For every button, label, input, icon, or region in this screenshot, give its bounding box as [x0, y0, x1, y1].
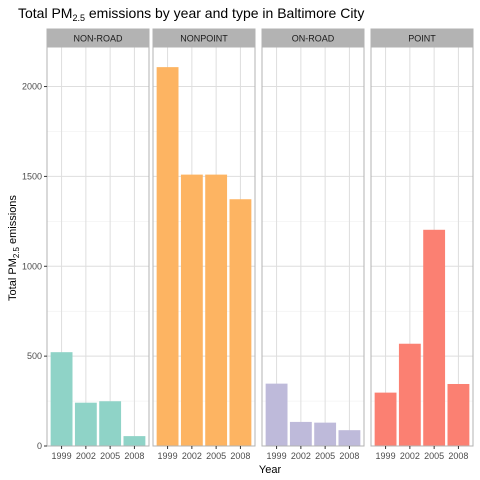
- bar-point-2005: [423, 229, 446, 446]
- y-axis-title-subscript: 2.5: [12, 246, 21, 258]
- x-tick-label: 2002: [400, 451, 420, 461]
- x-tick-label: 1999: [158, 451, 178, 461]
- facet-strip-label: POINT: [408, 34, 436, 44]
- x-tick-label: 2005: [100, 451, 120, 461]
- facet-panel-point: POINT 1999 2002 2005 2008: [370, 28, 474, 461]
- facet-strip-label: ON-ROAD: [292, 34, 335, 44]
- x-tick-label: 2005: [206, 451, 226, 461]
- bar-non-road-2008: [123, 436, 146, 446]
- bar-non-road-1999: [50, 352, 73, 446]
- chart-title-prefix: Total PM: [18, 5, 72, 21]
- x-tick-label: 2008: [448, 451, 468, 461]
- facet-strip-label: NONPOINT: [180, 34, 228, 44]
- facet-panels: NON-ROAD 1999 2002 2005 2008 NONPOINT 1999 2002…: [46, 28, 474, 461]
- bar-on-road-2002: [289, 421, 312, 446]
- bar-on-road-2008: [338, 430, 361, 446]
- bar-nonpoint-1999: [156, 67, 179, 446]
- panel-background: [371, 47, 473, 446]
- y-axis: 0 500 1000 1500 2000: [22, 82, 47, 451]
- y-tick-label: 2000: [22, 82, 42, 92]
- facet-panel-non-road: NON-ROAD 1999 2002 2005 2008: [46, 28, 150, 461]
- x-tick-label: 2002: [76, 451, 96, 461]
- chart-title: Total PM2.5 emissions by year and type i…: [18, 5, 364, 23]
- chart-title-suffix: emissions by year and type in Baltimore …: [85, 5, 364, 21]
- bar-point-2002: [398, 343, 421, 446]
- x-tick-label: 2008: [339, 451, 359, 461]
- chart-title-subscript: 2.5: [72, 13, 85, 23]
- bar-nonpoint-2008: [229, 199, 252, 446]
- y-tick-label: 1500: [22, 171, 42, 181]
- bar-nonpoint-2002: [180, 174, 203, 447]
- facet-strip: [261, 28, 365, 48]
- x-tick-label: 2008: [230, 451, 250, 461]
- bar-non-road-2002: [74, 402, 97, 446]
- x-tick-label: 2002: [182, 451, 202, 461]
- facet-panel-on-road: ON-ROAD 1999 2002 2005 2008: [261, 28, 365, 461]
- facet-strip: [152, 28, 256, 48]
- x-tick-label: 1999: [376, 451, 396, 461]
- x-tick-label: 2002: [291, 451, 311, 461]
- y-axis-title: Total PM2.5 emissions: [7, 195, 21, 301]
- x-axis-title: Year: [259, 464, 282, 476]
- bar-point-2008: [447, 383, 470, 446]
- y-axis-title-prefix: Total PM: [7, 258, 19, 301]
- facet-panel-nonpoint: NONPOINT 1999 2002 2005 2008: [152, 28, 256, 461]
- y-tick-label: 1000: [22, 261, 42, 271]
- x-tick-label: 2005: [424, 451, 444, 461]
- bar-on-road-1999: [265, 383, 288, 446]
- x-tick-label: 1999: [267, 451, 287, 461]
- panel-background: [262, 47, 364, 446]
- facet-strip: [370, 28, 474, 48]
- x-tick-label: 2005: [315, 451, 335, 461]
- y-axis-title-suffix: emissions: [7, 195, 19, 247]
- bar-non-road-2005: [99, 401, 122, 446]
- facet-strip: [46, 28, 150, 48]
- x-tick-label: 1999: [52, 451, 72, 461]
- bar-nonpoint-2005: [205, 174, 228, 447]
- y-tick-label: 500: [27, 351, 42, 361]
- bar-point-1999: [374, 392, 397, 446]
- facet-strip-label: NON-ROAD: [74, 34, 123, 44]
- x-tick-label: 2008: [124, 451, 144, 461]
- y-tick-label: 0: [37, 441, 42, 451]
- bar-on-road-2005: [314, 422, 337, 446]
